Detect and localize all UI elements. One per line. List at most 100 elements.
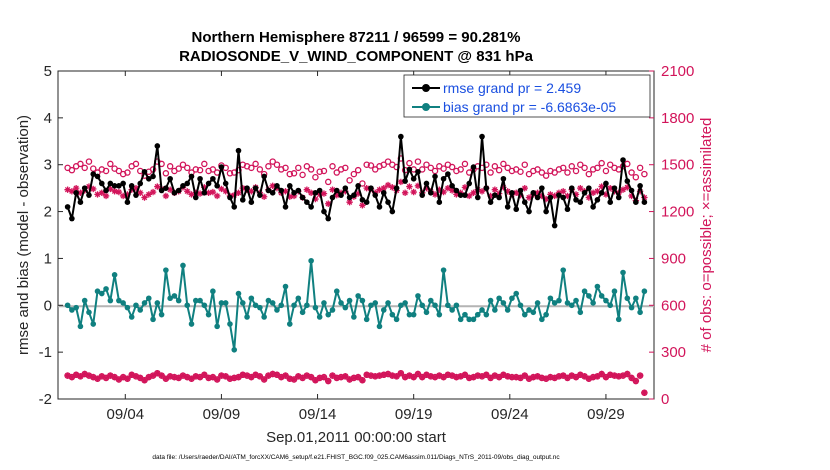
obs-assimilated-marker xyxy=(307,373,315,381)
obs-possible-marker xyxy=(324,178,332,186)
obs-assimilated-marker xyxy=(132,184,140,192)
y-tick-label-right: 1200 xyxy=(661,204,694,221)
obs-assimilated-marker xyxy=(624,370,631,378)
obs-possible-marker xyxy=(367,162,375,169)
y-tick-label-left: 0 xyxy=(44,297,52,314)
obs-assimilated-marker xyxy=(235,189,242,197)
rmse-point xyxy=(218,164,225,170)
rmse-point xyxy=(184,180,191,187)
rmse-point xyxy=(432,173,438,180)
obs-assimilated-marker xyxy=(260,193,268,200)
bias-point xyxy=(581,288,588,295)
rmse-point xyxy=(239,197,246,203)
obs-assimilated-marker xyxy=(397,370,405,377)
bias-point xyxy=(487,297,494,304)
bias-point xyxy=(457,316,464,323)
obs-assimilated-marker xyxy=(77,373,84,380)
x-tick-label: 09/04 xyxy=(107,406,145,423)
obs-possible-marker xyxy=(90,165,97,172)
bias-point xyxy=(534,300,541,306)
obs-assimilated-marker xyxy=(303,186,311,193)
left-axis-ticks: -2 -1 0 1 2 3 4 5 xyxy=(39,63,63,408)
obs-assimilated-marker xyxy=(72,184,80,192)
bias-point xyxy=(167,295,173,302)
bias-point xyxy=(462,311,468,318)
bias-point xyxy=(86,309,92,316)
obs-assimilated-marker xyxy=(329,372,336,379)
obs-possible-marker xyxy=(132,160,140,168)
obs-assimilated-marker xyxy=(141,377,148,384)
bias-point xyxy=(351,314,357,320)
rmse-point xyxy=(133,192,139,198)
obs-assimilated-marker xyxy=(478,373,486,380)
obs-assimilated-marker xyxy=(354,190,362,197)
bias-point xyxy=(380,307,387,313)
obs-assimilated-marker xyxy=(115,376,123,383)
bias-point xyxy=(633,295,639,302)
obs-assimilated-marker xyxy=(162,192,170,200)
obs-assimilated-marker xyxy=(218,372,225,379)
y-axis-label-left: rmse and bias (model - observation) xyxy=(15,115,32,355)
obs-possible-marker xyxy=(487,169,494,176)
obs-assimilated-marker xyxy=(555,373,563,380)
obs-assimilated-marker xyxy=(115,188,123,196)
bias-point xyxy=(432,302,438,309)
bias-point xyxy=(197,297,203,304)
obs-assimilated-marker xyxy=(483,371,490,378)
obs-assimilated-marker xyxy=(111,373,118,381)
obs-assimilated-marker xyxy=(77,189,84,197)
rmse-point xyxy=(265,187,272,194)
obs-assimilated-marker xyxy=(196,373,204,381)
obs-assimilated-marker xyxy=(397,178,405,186)
obs-assimilated-marker xyxy=(90,185,97,193)
bias-point xyxy=(278,302,285,309)
obs-assimilated-marker xyxy=(525,194,533,201)
bias-point xyxy=(257,304,263,311)
obs-possible-marker xyxy=(440,165,447,172)
obs-assimilated-marker xyxy=(248,188,255,195)
y-tick-label-left: 3 xyxy=(44,157,52,174)
obs-assimilated-marker xyxy=(235,373,242,381)
obs-assimilated-marker xyxy=(320,190,328,197)
obs-assimilated-marker xyxy=(431,373,439,381)
obs-possible-marker xyxy=(380,161,388,168)
rmse-point xyxy=(393,185,400,191)
obs-assimilated-marker xyxy=(440,188,447,196)
obs-assimilated-marker xyxy=(491,186,499,193)
rmse-point xyxy=(530,190,537,196)
bias-point xyxy=(192,297,199,304)
rmse-point xyxy=(615,194,622,201)
bias-point xyxy=(492,307,498,313)
rmse-point xyxy=(513,206,520,213)
bias-point xyxy=(594,283,601,290)
obs-assimilated-marker xyxy=(508,373,516,381)
legend-rmse-marker xyxy=(422,84,430,92)
obs-assimilated-marker xyxy=(384,370,392,378)
bias-point xyxy=(445,302,451,309)
obs-possible-marker xyxy=(491,163,499,170)
y-tick-label-left: 5 xyxy=(44,63,52,80)
obs-assimilated-marker xyxy=(162,375,170,382)
bias-point xyxy=(539,316,545,323)
rmse-point xyxy=(385,199,391,205)
obs-assimilated-marker xyxy=(286,193,293,200)
rmse-point xyxy=(201,190,208,196)
bias-point xyxy=(372,300,379,306)
obs-assimilated-marker xyxy=(427,373,434,380)
rmse-point xyxy=(556,192,562,198)
obs-assimilated-marker xyxy=(239,371,246,378)
obs-assimilated-marker xyxy=(124,375,131,382)
obs-assimilated-marker xyxy=(209,188,217,196)
rmse-point xyxy=(304,199,310,205)
obs-assimilated-marker xyxy=(589,189,597,197)
rmse-point xyxy=(329,194,336,201)
obs-assimilated-marker xyxy=(158,372,165,379)
bias-point xyxy=(504,307,511,313)
obs-assimilated-marker xyxy=(346,376,353,383)
obs-assimilated-marker xyxy=(119,373,127,381)
obs-assimilated-marker xyxy=(380,184,387,192)
rmse-point xyxy=(590,204,596,210)
rmse-point xyxy=(398,133,404,140)
obs-assimilated-marker xyxy=(166,186,174,193)
obs-possible-marker xyxy=(423,161,430,168)
